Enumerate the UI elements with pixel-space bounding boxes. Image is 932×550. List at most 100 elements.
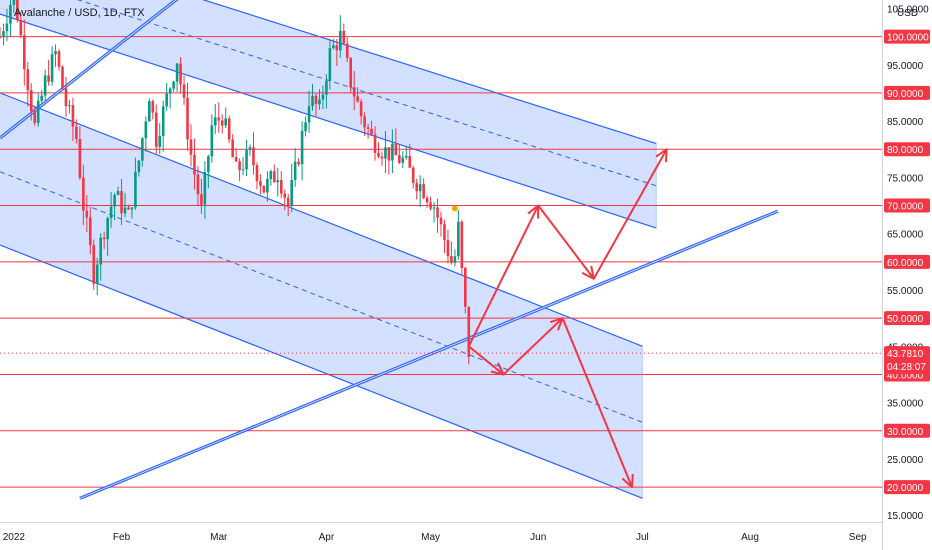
level-tag-label: 90.0000 bbox=[887, 89, 924, 100]
candle-body bbox=[26, 69, 30, 91]
candle-body bbox=[47, 75, 50, 82]
upper-channel-lower-line[interactable] bbox=[0, 13, 657, 229]
candle-body bbox=[113, 194, 116, 207]
candle-body bbox=[394, 143, 398, 156]
candle-body bbox=[207, 156, 210, 172]
candle-body bbox=[276, 180, 280, 183]
candle-body bbox=[210, 125, 214, 157]
candle-body bbox=[109, 206, 113, 219]
candle-body bbox=[172, 81, 175, 89]
candle-body bbox=[318, 99, 321, 105]
candle-body bbox=[467, 306, 471, 357]
candle-body bbox=[359, 101, 363, 117]
arrow-1-segment-1[interactable] bbox=[467, 205, 540, 347]
y-tick-label: 85.0000 bbox=[887, 117, 924, 128]
level-tag-label: 60.0000 bbox=[887, 258, 924, 269]
candle-body bbox=[68, 105, 71, 107]
lower-channel-lower-line[interactable] bbox=[0, 244, 643, 499]
candle-body bbox=[82, 177, 85, 211]
level-tag-70[interactable] bbox=[884, 198, 930, 213]
candle-body bbox=[227, 118, 231, 140]
candle-body bbox=[304, 122, 307, 132]
candle-body bbox=[9, 4, 12, 24]
candle-body bbox=[102, 237, 106, 240]
candle-body bbox=[290, 179, 293, 206]
candle-body bbox=[297, 161, 300, 165]
candle-body bbox=[78, 139, 82, 178]
candle-body bbox=[387, 147, 391, 161]
candle-body bbox=[332, 45, 335, 49]
candle-body bbox=[307, 106, 311, 123]
lower-channel-upper-line[interactable] bbox=[0, 92, 643, 347]
candle-body bbox=[92, 245, 96, 284]
candle-body bbox=[168, 88, 172, 94]
level-tag-50[interactable] bbox=[884, 311, 930, 326]
candle-body bbox=[349, 57, 353, 88]
level-tag-20[interactable] bbox=[884, 480, 930, 495]
candle-body bbox=[193, 154, 196, 175]
projection-arrows[interactable] bbox=[467, 148, 668, 489]
current-price-tag bbox=[884, 346, 930, 375]
candle-body bbox=[338, 30, 342, 51]
candle-body bbox=[273, 171, 276, 183]
y-tick-label: 75.0000 bbox=[887, 173, 924, 184]
lower-channel-mid-line[interactable] bbox=[0, 171, 643, 423]
candle-body bbox=[373, 134, 377, 153]
horizontal-levels[interactable] bbox=[0, 36, 882, 488]
level-tag-100[interactable] bbox=[884, 29, 930, 44]
candle-body bbox=[16, 0, 19, 21]
arrow-2-segment-1[interactable] bbox=[468, 345, 505, 376]
candle-body bbox=[0, 36, 2, 38]
y-tick-label: 55.0000 bbox=[887, 286, 924, 297]
candle-body bbox=[196, 174, 200, 195]
plot-area[interactable] bbox=[0, 0, 882, 500]
trendline-1-inner bbox=[79, 210, 778, 499]
candle-body bbox=[262, 185, 266, 193]
x-axis-background bbox=[0, 522, 932, 550]
upper-channel-mid-line[interactable] bbox=[0, 0, 657, 187]
arrow-2-segment-3[interactable] bbox=[561, 317, 633, 488]
candle-body bbox=[99, 237, 103, 265]
y-tick-label: 25.0000 bbox=[887, 455, 924, 466]
candle-body bbox=[57, 51, 61, 67]
candle-body bbox=[266, 178, 269, 193]
level-tag-90[interactable] bbox=[884, 85, 930, 100]
candle-body bbox=[217, 117, 221, 121]
level-tag-80[interactable] bbox=[884, 142, 930, 157]
candle-body bbox=[314, 95, 318, 105]
candle-body bbox=[418, 184, 422, 192]
level-tag-label: 40.0000 bbox=[887, 370, 924, 381]
candle-body bbox=[85, 210, 89, 218]
level-tag-label: 50.0000 bbox=[887, 314, 924, 325]
candle-body bbox=[151, 101, 155, 113]
upper-channel-upper-line[interactable] bbox=[0, 0, 657, 145]
candle-body bbox=[186, 97, 189, 140]
level-tag-label: 30.0000 bbox=[887, 427, 924, 438]
level-tag-label: 100.0000 bbox=[887, 33, 929, 44]
y-tick-label: 15.0000 bbox=[887, 511, 924, 522]
parallel-channels[interactable] bbox=[0, 0, 657, 499]
arrow-2-segment-2[interactable] bbox=[502, 317, 564, 376]
candle-body bbox=[213, 117, 217, 126]
arrow-1-segment-3[interactable] bbox=[592, 148, 668, 280]
y-tick-label: 95.0000 bbox=[887, 61, 924, 72]
candle-body bbox=[161, 106, 165, 136]
level-tag-30[interactable] bbox=[884, 423, 930, 438]
candle-body bbox=[283, 193, 287, 198]
candle-body bbox=[439, 217, 443, 225]
candle-body bbox=[189, 139, 193, 155]
candle-body bbox=[61, 66, 64, 89]
candle-body bbox=[464, 267, 467, 307]
candle-body bbox=[404, 156, 408, 158]
candle-body bbox=[12, 0, 16, 5]
level-tag-60[interactable] bbox=[884, 254, 930, 269]
x-tick-label: Feb bbox=[113, 532, 131, 543]
trendlines[interactable] bbox=[0, 0, 779, 500]
y-tick-label: 65.0000 bbox=[887, 230, 924, 241]
candle-body bbox=[345, 43, 349, 58]
lower-channel-fill bbox=[0, 92, 643, 499]
candle-body bbox=[123, 207, 127, 214]
arrow-1-segment-2[interactable] bbox=[537, 204, 595, 280]
arrow-2-head-3 bbox=[621, 474, 634, 489]
